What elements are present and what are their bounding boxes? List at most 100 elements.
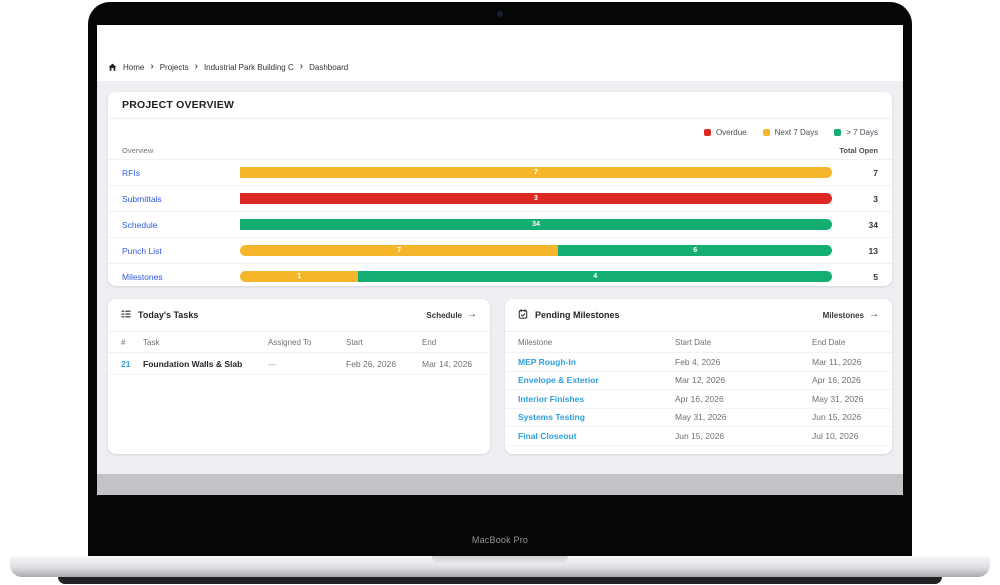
breadcrumb-project-name[interactable]: Industrial Park Building C bbox=[203, 63, 294, 72]
schedule-link-label: Schedule bbox=[426, 310, 462, 320]
rfis-link[interactable]: RFIs bbox=[122, 167, 140, 178]
milestones-card-header: Pending Milestones Milestones → bbox=[505, 299, 892, 332]
chevron-right-icon: › bbox=[299, 60, 304, 72]
chevron-right-icon: › bbox=[150, 60, 154, 72]
clipboard-check-icon bbox=[518, 306, 528, 324]
dashboard-page: PROJECT OVERVIEW Overdue Next 7 Days > 7… bbox=[97, 81, 903, 474]
milestones-link[interactable]: Milestones bbox=[122, 271, 163, 282]
submittals-bar: 3 bbox=[240, 193, 832, 204]
task-number-link[interactable]: 21 bbox=[121, 358, 131, 369]
milestone-end-date: Jun 15, 2026 bbox=[812, 412, 862, 423]
laptop-screen: Home › Projects › Industrial Park Buildi… bbox=[97, 25, 903, 495]
submittals-link[interactable]: Submittals bbox=[122, 193, 162, 204]
arrow-right-icon: → bbox=[467, 309, 477, 320]
col-num: # bbox=[121, 337, 126, 347]
col-assigned-to: Assigned To bbox=[268, 337, 312, 347]
legend-label: Overdue bbox=[715, 127, 747, 137]
schedule-link[interactable]: Schedule bbox=[122, 219, 158, 230]
device-label: MacBook Pro bbox=[471, 535, 529, 545]
submittals-total: 3 bbox=[873, 193, 878, 204]
home-icon[interactable] bbox=[108, 63, 117, 72]
milestone-start-date: May 31, 2026 bbox=[675, 412, 727, 423]
task-assigned-to: — bbox=[268, 358, 277, 369]
milestone-end-date: Apr 16, 2026 bbox=[812, 375, 861, 386]
rfis-bar: 7 bbox=[240, 167, 832, 178]
overview-row-rfis: RFIs 7 7 bbox=[108, 159, 892, 185]
punch-list-total: 13 bbox=[868, 245, 878, 256]
milestones-link-label: Milestones bbox=[822, 310, 864, 320]
laptop-bezel: Home › Projects › Industrial Park Buildi… bbox=[88, 2, 912, 556]
breadcrumb-home[interactable]: Home bbox=[123, 63, 145, 72]
breadcrumb: Home › Projects › Industrial Park Buildi… bbox=[108, 60, 349, 72]
milestone-link[interactable]: Systems Testing bbox=[518, 412, 585, 423]
milestone-end-date: May 31, 2026 bbox=[812, 393, 864, 404]
milestones-card-title: Pending Milestones bbox=[535, 310, 620, 320]
gt7-dot-icon bbox=[834, 128, 842, 136]
arrow-right-icon: → bbox=[869, 309, 879, 320]
milestones-table-header: Milestone Start Date End Date bbox=[505, 332, 892, 353]
overview-card-header: PROJECT OVERVIEW bbox=[108, 92, 892, 119]
next7-dot-icon bbox=[762, 128, 770, 136]
page-title: PROJECT OVERVIEW bbox=[122, 99, 235, 111]
milestone-link[interactable]: MEP Rough-In bbox=[518, 356, 576, 367]
milestone-row: MEP Rough-In Feb 4, 2026 Mar 11, 2026 bbox=[505, 353, 892, 372]
column-header-total-open: Total Open bbox=[839, 146, 878, 155]
pending-milestones-card: Pending Milestones Milestones → Mileston… bbox=[505, 299, 892, 454]
legend-label: Next 7 Days bbox=[774, 127, 819, 137]
task-row: 21 Foundation Walls & Slab — Feb 26, 202… bbox=[108, 353, 490, 375]
bar-segment: 3 bbox=[240, 193, 832, 204]
top-bar: Home › Projects › Industrial Park Buildi… bbox=[97, 25, 903, 81]
col-task: Task bbox=[143, 337, 160, 347]
laptop-base bbox=[10, 556, 990, 577]
bar-segment: 4 bbox=[358, 271, 832, 282]
bar-segment: 6 bbox=[558, 245, 832, 256]
milestones-nav-link[interactable]: Milestones → bbox=[823, 310, 879, 320]
schedule-nav-link[interactable]: Schedule → bbox=[426, 310, 477, 320]
column-header-overview: Overview bbox=[122, 146, 154, 155]
col-end-date: End Date bbox=[812, 337, 846, 347]
breadcrumb-dashboard[interactable]: Dashboard bbox=[309, 63, 349, 72]
webcam-icon bbox=[497, 11, 503, 17]
lid-notch bbox=[432, 556, 568, 565]
overdue-dot-icon bbox=[703, 128, 711, 136]
milestone-link[interactable]: Envelope & Exterior bbox=[518, 375, 599, 386]
milestone-link[interactable]: Final Closeout bbox=[518, 430, 577, 441]
schedule-total: 34 bbox=[868, 219, 878, 230]
bar-segment: 7 bbox=[240, 245, 559, 256]
legend-item-gt-7-days: > 7 Days bbox=[834, 128, 878, 137]
chevron-right-icon: › bbox=[194, 60, 198, 72]
legend-item-next-7-days: Next 7 Days bbox=[762, 127, 819, 137]
project-overview-card: PROJECT OVERVIEW Overdue Next 7 Days > 7… bbox=[108, 92, 892, 286]
col-start-date: Start Date bbox=[675, 337, 712, 347]
overview-column-headers: Overview Total Open bbox=[108, 142, 892, 159]
tasks-table-header: # Task Assigned To Start End bbox=[108, 332, 490, 353]
bar-segment: 34 bbox=[240, 219, 832, 230]
rfis-total: 7 bbox=[873, 167, 878, 178]
legend-item-overdue: Overdue bbox=[703, 127, 747, 137]
tasks-card-header: Today's Tasks Schedule → bbox=[108, 299, 490, 332]
task-end-date: Mar 14, 2026 bbox=[422, 358, 473, 369]
overview-row-submittals: Submittals 3 3 bbox=[108, 185, 892, 211]
col-start: Start bbox=[346, 337, 363, 347]
bar-segment: 1 bbox=[240, 271, 359, 282]
milestone-row: Envelope & Exterior Mar 12, 2026 Apr 16,… bbox=[505, 372, 892, 390]
laptop-base-shadow bbox=[58, 577, 942, 584]
punch-list-link[interactable]: Punch List bbox=[122, 245, 162, 256]
milestone-row: Final Closeout Jun 15, 2026 Jul 10, 2026 bbox=[505, 427, 892, 446]
milestone-start-date: Jun 15, 2026 bbox=[675, 430, 725, 441]
list-check-icon bbox=[121, 306, 131, 324]
task-start-date: Feb 26, 2026 bbox=[346, 358, 397, 369]
bar-segment: 7 bbox=[240, 167, 832, 178]
todays-tasks-card: Today's Tasks Schedule → # Task Assigned… bbox=[108, 299, 490, 454]
status-legend: Overdue Next 7 Days > 7 Days bbox=[108, 122, 892, 142]
breadcrumb-projects[interactable]: Projects bbox=[159, 63, 189, 72]
milestone-end-date: Mar 11, 2026 bbox=[812, 356, 862, 367]
milestone-end-date: Jul 10, 2026 bbox=[812, 430, 859, 441]
milestone-link[interactable]: Interior Finishes bbox=[518, 393, 585, 404]
milestone-row: Systems Testing May 31, 2026 Jun 15, 202… bbox=[505, 409, 892, 427]
schedule-bar: 34 bbox=[240, 219, 832, 230]
col-milestone: Milestone bbox=[518, 337, 553, 347]
